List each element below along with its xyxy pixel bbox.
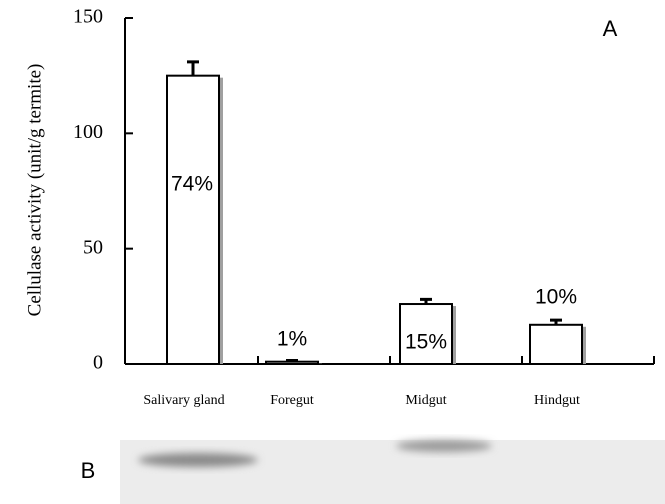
x-tick-label: Hindgut — [534, 393, 580, 408]
percent-label: 15% — [405, 331, 447, 354]
x-tick-label: Midgut — [405, 393, 446, 408]
percent-label: 74% — [171, 173, 213, 196]
gel-band — [138, 453, 258, 467]
gel-background — [120, 440, 665, 504]
x-tick-label: Foregut — [270, 393, 314, 408]
panel-label: A — [603, 16, 618, 41]
panel-label: B — [81, 458, 96, 483]
y-tick-label: 0 — [93, 352, 103, 374]
bar — [530, 325, 582, 364]
error-bar — [286, 361, 298, 362]
percent-label: 10% — [535, 286, 577, 309]
figure: A Cellulase activity (unit/g termite) B … — [0, 0, 665, 504]
y-tick-label: 150 — [73, 6, 103, 28]
y-tick-label: 100 — [73, 121, 103, 143]
gel-band — [396, 440, 492, 452]
percent-label: 1% — [277, 328, 307, 351]
x-tick-label: Salivary gland — [143, 393, 224, 408]
gel-image — [120, 440, 665, 504]
bar — [167, 76, 219, 364]
error-bar — [187, 62, 199, 76]
y-axis-label: Cellulase activity (unit/g termite) — [24, 64, 45, 317]
y-tick-label: 50 — [83, 236, 103, 258]
